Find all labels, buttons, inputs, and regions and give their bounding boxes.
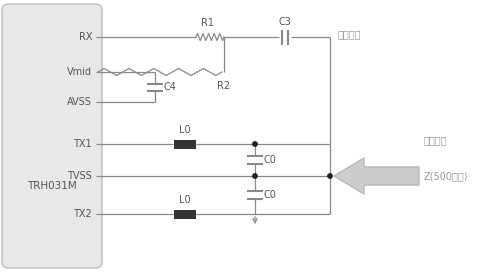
Text: L0: L0 <box>179 195 191 205</box>
Text: TX1: TX1 <box>74 139 92 149</box>
Text: TRH031M: TRH031M <box>27 181 77 191</box>
Circle shape <box>253 142 257 146</box>
Text: TVSS: TVSS <box>67 171 92 181</box>
Bar <box>174 209 196 218</box>
Text: 发送电路: 发送电路 <box>424 135 448 145</box>
Text: 接收电路: 接收电路 <box>338 29 361 39</box>
Text: Vmid: Vmid <box>67 67 92 77</box>
Bar <box>174 140 196 149</box>
Text: L0: L0 <box>179 125 191 135</box>
Text: C0: C0 <box>264 190 277 200</box>
Text: RX: RX <box>78 32 92 42</box>
Text: R1: R1 <box>202 18 214 28</box>
Circle shape <box>253 174 257 178</box>
Text: C4: C4 <box>164 82 177 92</box>
Polygon shape <box>334 158 419 194</box>
Text: TX2: TX2 <box>73 209 92 219</box>
Text: C3: C3 <box>278 17 291 27</box>
Circle shape <box>328 174 332 178</box>
Text: Z(500欧姆): Z(500欧姆) <box>424 171 469 181</box>
Text: C0: C0 <box>264 155 277 165</box>
FancyBboxPatch shape <box>2 4 102 268</box>
Text: AVSS: AVSS <box>67 97 92 107</box>
Text: R2: R2 <box>218 81 230 91</box>
